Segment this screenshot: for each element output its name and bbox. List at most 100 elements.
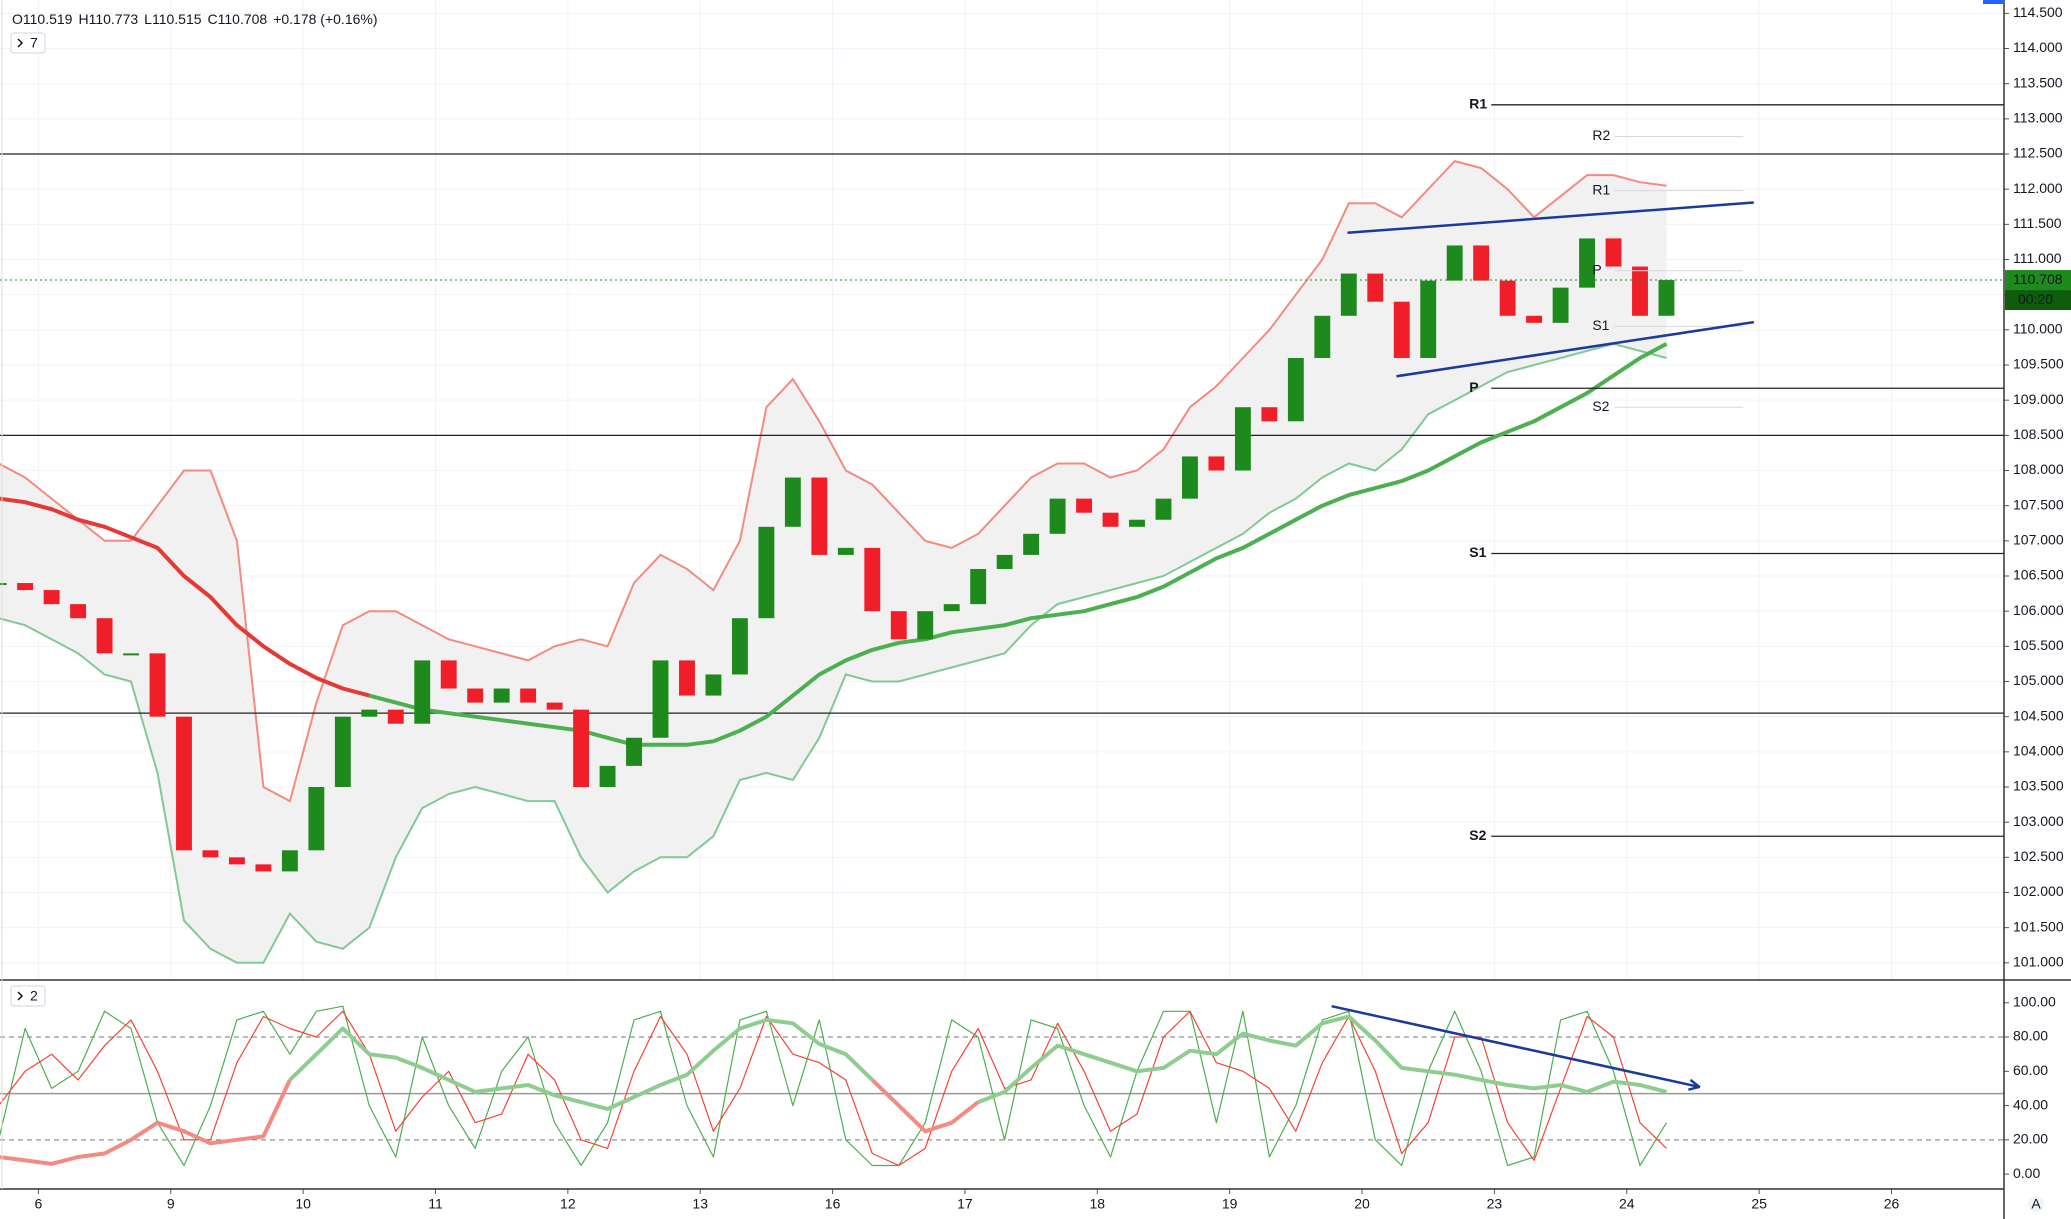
- candle: [652, 660, 669, 738]
- y-tick-label: 103.000: [2013, 813, 2064, 829]
- candle: [467, 688, 484, 703]
- candle: [440, 660, 457, 689]
- y-tick-label: 107.000: [2013, 532, 2064, 548]
- oscillator-line: [288, 1014, 1668, 1111]
- candle: [1208, 456, 1225, 471]
- x-tick-label: 11: [428, 1196, 443, 1212]
- candle: [917, 611, 934, 640]
- indicator-toggle[interactable]: 2: [10, 985, 46, 1007]
- x-tick-label: 13: [692, 1196, 708, 1212]
- y-tick-label: 104.500: [2013, 707, 2064, 723]
- y-tick-label: 100.00: [2013, 993, 2056, 1009]
- candle: [202, 850, 219, 858]
- trend-line: [1396, 320, 1755, 378]
- candle: [228, 857, 245, 865]
- x-tick-label: 10: [295, 1196, 311, 1212]
- candle: [1234, 407, 1251, 471]
- candle: [679, 660, 695, 696]
- candle: [387, 709, 404, 724]
- x-tick-label: 23: [1487, 1196, 1503, 1212]
- y-tick-label: 109.500: [2013, 356, 2064, 372]
- pivot-label-faint: R1: [1592, 181, 1610, 197]
- candle: [520, 688, 537, 703]
- candle: [361, 709, 378, 717]
- y-tick-label: 80.00: [2013, 1028, 2048, 1044]
- timer-label: 00:20: [2018, 291, 2053, 307]
- auto-scale-button[interactable]: A: [2028, 1196, 2044, 1212]
- candle: [731, 618, 748, 675]
- candle: [705, 674, 722, 696]
- moving-average: [0, 496, 370, 698]
- candle: [1605, 238, 1622, 267]
- candle: [573, 709, 590, 787]
- y-tick-label: 101.500: [2013, 918, 2064, 934]
- candle: [1526, 315, 1543, 323]
- candle: [1632, 266, 1648, 316]
- band-upper: [0, 159, 1667, 803]
- y-tick-label: 108.000: [2013, 461, 2064, 477]
- x-tick-label: 20: [1354, 1196, 1370, 1212]
- candle: [837, 547, 854, 555]
- y-tick-label: 112.500: [2013, 145, 2063, 161]
- axes: 101.000 101.500 102.000 102.500 103.000 103.5…: [34, 4, 2071, 1212]
- candle: [1102, 512, 1119, 527]
- candle: [599, 765, 616, 787]
- candle: [626, 737, 642, 766]
- candle: [176, 716, 192, 851]
- x-tick-label: 26: [1884, 1196, 1900, 1212]
- ohlc-value: +0.178 (+0.16%): [273, 11, 377, 27]
- y-tick-label: 104.000: [2013, 743, 2064, 759]
- candle: [864, 547, 881, 612]
- candle: [1287, 357, 1304, 422]
- y-tick-label: 105.000: [2013, 672, 2064, 688]
- candle: [546, 702, 563, 710]
- candle: [1340, 273, 1357, 316]
- indicator-toggle[interactable]: 7: [10, 32, 46, 54]
- candle: [308, 786, 325, 851]
- y-tick-label: 102.000: [2013, 883, 2064, 899]
- oscillator-pane: [0, 1004, 2004, 1167]
- candle: [70, 604, 87, 619]
- y-tick-label: 106.500: [2013, 567, 2064, 583]
- y-tick-label: 111.000: [2013, 250, 2062, 266]
- trend-arrow: [1331, 1004, 1699, 1087]
- y-tick-label: 60.00: [2013, 1062, 2048, 1078]
- candle: [414, 660, 431, 724]
- y-tick-label: 114.000: [2013, 39, 2063, 55]
- candle: [784, 477, 801, 527]
- candle: [123, 653, 139, 656]
- candle: [943, 604, 960, 612]
- candle: [1446, 245, 1463, 281]
- band-lower: [0, 342, 1667, 964]
- candle: [96, 618, 113, 654]
- candle: [334, 716, 351, 787]
- candle: [1182, 456, 1198, 499]
- x-tick-label: 6: [34, 1196, 42, 1212]
- trend-line: [1347, 201, 1754, 235]
- candle: [1393, 301, 1410, 358]
- y-tick-label: 108.500: [2013, 426, 2064, 442]
- x-tick-label: 25: [1751, 1196, 1767, 1212]
- y-tick-label: 113.500: [2013, 74, 2063, 90]
- candle: [17, 583, 34, 591]
- y-tick-label: 102.500: [2013, 848, 2064, 864]
- oscillator-line: [0, 1078, 980, 1166]
- y-tick-label: 101.000: [2013, 954, 2064, 970]
- x-tick-label: 17: [957, 1196, 973, 1212]
- last-price-label: 110.708: [2013, 271, 2063, 287]
- y-tick-label: 111.500: [2013, 215, 2062, 231]
- candle: [1049, 498, 1066, 534]
- pivot-label-faint: P: [1592, 261, 1601, 277]
- y-tick-label: 107.500: [2013, 496, 2064, 512]
- candle: [1579, 238, 1595, 288]
- candle: [970, 568, 987, 605]
- scroll-marker: [1983, 0, 2004, 4]
- pivot-label: R1: [1469, 95, 1487, 111]
- pivot-label: S1: [1469, 544, 1486, 560]
- candle: [1552, 287, 1569, 323]
- x-tick-label: 12: [560, 1196, 576, 1212]
- candle: [996, 554, 1013, 569]
- last-price-box: [2005, 270, 2071, 291]
- y-tick-label: 105.500: [2013, 637, 2064, 653]
